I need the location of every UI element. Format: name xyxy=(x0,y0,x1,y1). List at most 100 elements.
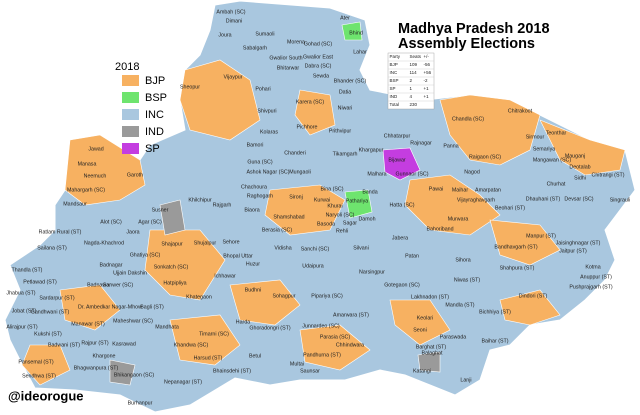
constituency-label: Sheopur xyxy=(180,84,200,90)
sp-region xyxy=(382,147,421,181)
constituency-label: Sendhwa (ST) xyxy=(22,373,56,379)
constituency-label: Paraswada xyxy=(440,334,467,340)
constituency-label: Chanderi xyxy=(284,150,306,156)
constituency-label: Betul xyxy=(249,353,261,359)
legend-swatch xyxy=(122,126,139,137)
constituency-label: Bijawar xyxy=(388,157,406,163)
constituency-label: Pushprajgarh (ST) xyxy=(569,284,613,290)
constituency-label: Rajgarh xyxy=(213,202,232,208)
constituency-label: Mandsaur xyxy=(63,201,87,207)
constituency-label: Damoh xyxy=(358,216,375,222)
constituency-label: Khilchipur xyxy=(188,197,211,203)
constituency-label: Pansemal (ST) xyxy=(18,359,54,365)
constituency-label: Udaipura xyxy=(302,263,324,269)
legend-label: IND xyxy=(145,126,164,138)
constituency-label: Badwani (ST) xyxy=(48,342,80,348)
legend: BJP BSP INC IND SP xyxy=(122,75,167,155)
constituency-label: Vijayraghavgarh xyxy=(457,197,495,203)
constituency-label: Lahar xyxy=(353,49,367,55)
constituency-label: Ujjain Dakshin xyxy=(113,270,147,276)
constituency-label: Mandla (ST) xyxy=(445,302,474,308)
constituency-label: Sonkatch (SC) xyxy=(154,264,189,270)
constituency-label: Nepanagar (ST) xyxy=(164,379,202,385)
constituency-label: Panna xyxy=(443,143,458,149)
constituency-label: Churhat xyxy=(547,181,566,187)
legend-title: 2018 xyxy=(115,61,139,73)
constituency-label: Alot (SC) xyxy=(100,219,122,225)
constituency-label: Bahoriband xyxy=(426,226,453,232)
table-frame xyxy=(387,52,435,110)
constituency-label: Jaitpur (ST) xyxy=(559,248,587,254)
constituency-label: Sihora xyxy=(455,257,470,263)
constituency-label: Sailana (ST) xyxy=(37,245,67,251)
constituency-label: Gunnaor (SC) xyxy=(396,171,429,177)
table-cell: 2 xyxy=(410,78,413,83)
constituency-label: Lanji xyxy=(460,377,471,383)
constituency-label: Rajnagar xyxy=(410,140,432,146)
constituency-label: Kolaras xyxy=(260,129,278,135)
constituency-label: Maheshwar (SC) xyxy=(113,318,153,324)
constituency-label: Pohari xyxy=(255,86,270,92)
constituency-label: Nagda-Khachrod xyxy=(84,240,124,246)
constituency-label: Neemuch xyxy=(84,173,107,179)
legend-swatch xyxy=(122,75,139,86)
table-cell: SP xyxy=(390,86,396,91)
constituency-label: Mungaoli xyxy=(289,169,311,175)
constituency-label: Sagar xyxy=(343,220,357,226)
table-cell: 230 xyxy=(410,102,418,107)
constituency-label: Maihar xyxy=(452,187,468,193)
constituency-label: Sanwer (SC) xyxy=(103,282,134,288)
table-cell: IND xyxy=(390,94,399,99)
constituency-label: Shujalpur xyxy=(194,240,217,246)
constituency-label: Silvani xyxy=(353,245,369,251)
constituency-label: Burhanpur xyxy=(128,400,153,406)
ind-region xyxy=(417,351,441,373)
constituency-label: Bhander (SC) xyxy=(334,78,367,84)
constituency-label: Khargapur xyxy=(359,147,384,153)
constituency-label: Mahargarh (SC) xyxy=(67,187,105,193)
constituency-label: Karera (SC) xyxy=(296,99,324,105)
legend-swatch xyxy=(122,92,139,103)
constituency-label: Khategaon xyxy=(186,294,212,300)
constituency-label: Parasia (SC) xyxy=(320,334,351,340)
constituency-label: Jobat (ST) xyxy=(12,308,37,314)
constituency-label: Sardarpur (ST) xyxy=(39,295,75,301)
constituency-label: Kotma xyxy=(585,264,600,270)
constituency-label: Gotegaon (SC) xyxy=(384,282,420,288)
constituency-label: Nagod xyxy=(464,169,480,175)
constituency-label: Biaora xyxy=(244,207,259,213)
legend-label: INC xyxy=(145,109,164,121)
constituency-label: Mandhata xyxy=(155,324,179,330)
table-cell: INC xyxy=(390,70,399,75)
constituency-label: Dr. Ambedkar Nagar-Mhow xyxy=(78,304,142,310)
constituency-label: Sumaoli xyxy=(255,31,274,37)
constituency-label: Raigaon (SC) xyxy=(469,154,501,160)
constituency-label: Singrauli xyxy=(610,197,631,203)
constituency-label: Chitrangi (ST) xyxy=(592,172,625,178)
constituency-label: Timarni (SC) xyxy=(199,331,229,337)
table-cell: 4 xyxy=(410,94,413,99)
bjp-regions xyxy=(21,59,626,386)
legend-swatch xyxy=(122,143,139,154)
constituency-label: Junnardeo (SC) xyxy=(302,323,340,329)
constituency-label: Bina (SC) xyxy=(321,186,344,192)
table-cell: +1 xyxy=(424,86,430,91)
results-table: Party Seats +/- BJP 109 -56 INC 114 +56 BSP 2 -2 SP 1… xyxy=(387,52,435,110)
bsp-region xyxy=(341,21,363,41)
table-cell: +1 xyxy=(424,94,430,99)
legend-label: BSP xyxy=(145,92,167,104)
constituency-label: Manasa xyxy=(78,161,97,167)
table-cell: 109 xyxy=(410,62,418,67)
constituency-label: Ichhawar xyxy=(214,273,236,279)
constituency-label: Shivpuri xyxy=(257,108,276,114)
constituency-label: Malhara xyxy=(367,171,386,177)
constituency-label: Shajapur xyxy=(161,241,182,247)
constituency-label: Bandhavgarh (ST) xyxy=(494,244,538,250)
constituency-label: Gwalior East xyxy=(303,54,334,60)
constituency-label: Keolari xyxy=(417,315,434,321)
constituency-label: Murwara xyxy=(448,216,469,222)
table-cell: -56 xyxy=(424,62,431,67)
constituency-label: Seoni xyxy=(413,327,427,333)
ind-region xyxy=(109,359,136,386)
constituency-label: Katangi xyxy=(413,368,431,374)
